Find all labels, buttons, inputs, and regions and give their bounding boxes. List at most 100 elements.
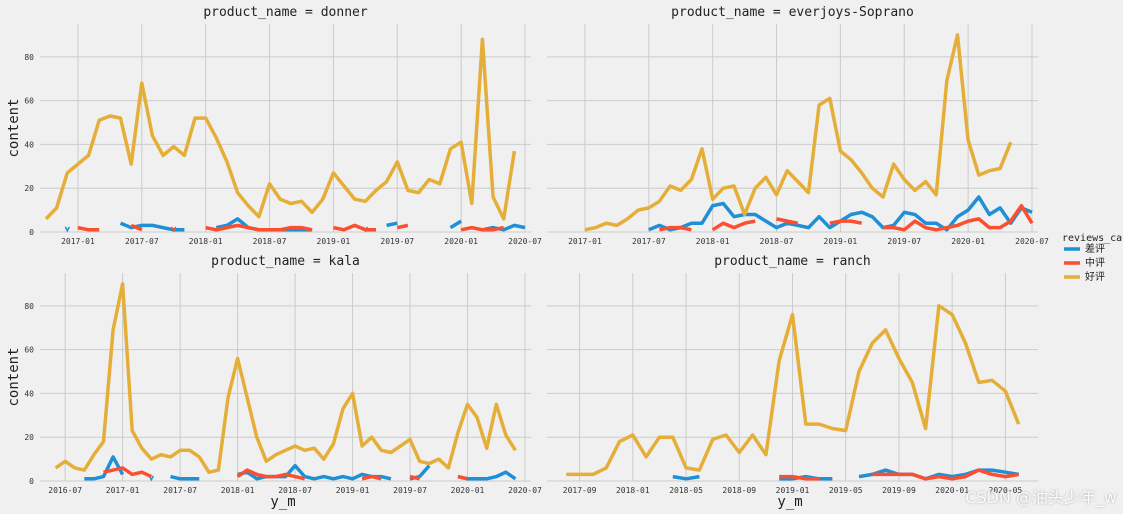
series-line [396,223,409,230]
series-line [672,474,700,481]
legend-label: 好评 [1085,271,1105,283]
x-tick-label: 2019-01 [317,237,351,246]
panel-0: 0 20 40 60 80 2017-01 2017-07 2018-01 2018-07 201… [24,5,542,246]
x-tick-label: 2017-07 [632,237,666,246]
series-line [711,219,756,232]
y-tick-label: 60 [24,97,34,106]
series-中评 [77,223,505,233]
x-tick-label: 2019-01 [336,486,370,495]
y-tick-label: 40 [24,140,34,149]
y-axis-label-bottom: content [6,347,22,406]
panel-1: 2017-01 2017-07 2018-01 2018-07 2019-01 2019-… [547,5,1049,246]
watermark: CSDN @油头少年_w [965,488,1117,507]
panel-title: product_name = donner [203,5,368,20]
legend-title: reviews_cate [1062,233,1123,244]
series-line [77,225,100,232]
panel-title: product_name = ranch [714,254,871,269]
x-tick-label: 2018-07 [760,237,794,246]
x-tick-label: 2019-05 [829,486,863,495]
x-axis-label-left: y_m [270,494,295,510]
panel-3: 2017-09 2018-01 2018-05 2018-09 2019-01 2019-… [547,254,1038,495]
series-line [584,33,1013,232]
series-好评 [584,33,1013,232]
x-tick-label: 2019-07 [887,237,921,246]
x-tick-label: 2017-01 [106,486,140,495]
x-axis-label-right: y_m [777,494,802,510]
x-tick-label: 2016-07 [48,486,82,495]
series-中评 [779,468,1019,481]
x-tick-label: 2017-09 [563,486,597,495]
series-line [566,304,1021,477]
y-axis-label-top: content [6,98,22,157]
x-tick-label: 2019-07 [380,237,414,246]
series-line [460,225,505,232]
x-tick-label: 2020-01 [444,237,478,246]
series-好评 [44,37,517,221]
plot-area [40,273,531,481]
y-tick-label: 60 [24,346,34,355]
series-line [130,223,143,232]
series-line [103,466,153,479]
x-tick-label: 2020-01 [935,486,969,495]
y-tick-label: 0 [29,477,34,486]
x-tick-label: 2018-05 [669,486,703,495]
data-point [64,226,70,233]
x-tick-label: 2018-01 [616,486,650,495]
x-tick-label: 2020-01 [951,237,985,246]
legend-label: 中评 [1085,256,1105,269]
y-tick-label: 80 [24,53,34,62]
series-line [333,223,376,232]
x-tick-label: 2017-07 [163,486,197,495]
series-line [386,221,398,228]
series-line [84,455,125,481]
y-tick-label: 0 [29,228,34,237]
x-tick-label: 2020-07 [1015,237,1049,246]
series-中评 [103,466,468,481]
x-tick-label: 2017-07 [125,237,159,246]
series-line [659,225,692,232]
series-line [170,474,200,481]
x-tick-label: 2018-01 [221,486,255,495]
series-line [236,468,306,481]
x-tick-label: 2020-01 [451,486,485,495]
series-line [361,474,382,481]
y-tick-label: 20 [24,184,34,193]
series-中评 [659,203,1034,232]
panel-title: product_name = everjoys-Soprano [671,5,914,20]
y-tick-label: 80 [24,302,34,311]
series-line [776,217,799,225]
y-tick-label: 40 [24,389,34,398]
series-line [883,203,1034,232]
x-tick-label: 2018-01 [189,237,223,246]
x-tick-label: 2019-07 [393,486,427,495]
x-tick-label: 2020-07 [508,486,542,495]
data-point [171,226,177,233]
legend-label: 差评 [1085,242,1105,255]
x-tick-label: 2017-01 [61,237,95,246]
x-tick-label: 2018-01 [696,237,730,246]
series-line [205,223,313,232]
x-tick-label: 2019-01 [776,486,810,495]
panel-title: product_name = kala [211,254,360,269]
x-tick-label: 2018-09 [722,486,756,495]
y-tick-label: 20 [24,433,34,442]
series-line [779,474,833,481]
series-line [858,468,1019,481]
series-差评 [672,468,1019,481]
series-好评 [54,282,517,474]
x-tick-label: 2018-07 [253,237,287,246]
series-line [872,468,1019,481]
x-tick-label: 2019-01 [824,237,858,246]
series-line [44,37,517,221]
x-tick-label: 2018-07 [278,486,312,495]
series-好评 [566,304,1021,477]
plot-area [547,24,1038,232]
series-line [779,474,820,481]
series-line [449,219,463,230]
x-tick-label: 2017-01 [568,237,602,246]
series-line [829,219,863,225]
x-tick-label: 2020-07 [508,237,542,246]
